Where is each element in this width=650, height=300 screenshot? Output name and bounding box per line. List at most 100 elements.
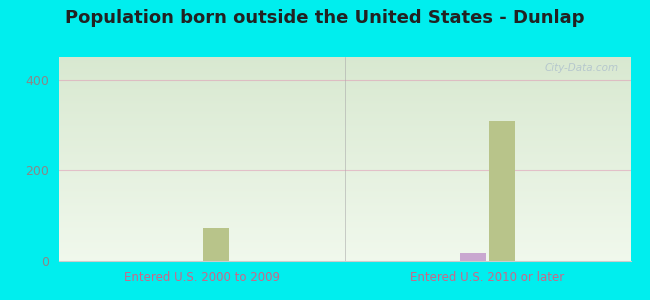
Bar [58, 155, 630, 156]
Bar [58, 215, 630, 216]
Bar [58, 160, 630, 161]
Bar [58, 134, 630, 136]
Bar [58, 195, 630, 196]
Bar [58, 150, 630, 151]
Bar [58, 61, 630, 62]
Bar [58, 138, 630, 139]
Bar [58, 100, 630, 101]
Bar [58, 107, 630, 108]
Bar [58, 205, 630, 206]
Bar [58, 94, 630, 95]
Bar [58, 153, 630, 154]
Bar [58, 110, 630, 111]
Bar [58, 87, 630, 88]
Bar [58, 93, 630, 94]
Bar [58, 163, 630, 164]
Bar [58, 98, 630, 99]
Bar [58, 85, 630, 86]
Bar [58, 165, 630, 166]
Bar [58, 207, 630, 208]
Bar [58, 104, 630, 105]
Bar [203, 228, 229, 261]
Text: Population born outside the United States - Dunlap: Population born outside the United State… [65, 9, 585, 27]
Bar [58, 120, 630, 121]
Bar [58, 148, 630, 149]
Bar [58, 112, 630, 113]
Bar [58, 76, 630, 77]
Bar [58, 105, 630, 106]
Bar [58, 80, 630, 82]
Bar [58, 85, 630, 87]
Bar [58, 248, 630, 249]
Bar [58, 77, 630, 78]
Bar [58, 64, 630, 65]
Bar [58, 62, 630, 63]
Bar [58, 177, 630, 178]
Bar [58, 231, 630, 232]
Bar [58, 59, 630, 60]
Bar [58, 166, 630, 167]
Bar [58, 131, 630, 133]
Bar [58, 251, 630, 252]
Bar [58, 178, 630, 179]
Bar [58, 139, 630, 140]
Bar [58, 75, 630, 76]
Bar [58, 130, 630, 131]
Bar [58, 194, 630, 195]
Bar [58, 129, 630, 130]
Bar [58, 96, 630, 97]
Bar [58, 257, 630, 258]
Bar [58, 161, 630, 162]
Bar [58, 227, 630, 228]
Bar [58, 82, 630, 83]
Bar [58, 57, 630, 58]
Bar [58, 184, 630, 185]
Bar [58, 192, 630, 193]
Bar [58, 141, 630, 142]
Bar [58, 125, 630, 126]
Bar [58, 73, 630, 74]
Bar [58, 189, 630, 190]
Bar [58, 106, 630, 107]
Bar [58, 72, 630, 73]
Bar [58, 92, 630, 93]
Bar [58, 58, 630, 59]
Bar [58, 175, 630, 176]
Bar [58, 216, 630, 217]
Bar [58, 213, 630, 214]
Bar [58, 164, 630, 165]
Bar [58, 233, 630, 235]
Bar [58, 113, 630, 114]
Bar [58, 82, 630, 83]
Bar [58, 243, 630, 244]
Bar [58, 97, 630, 98]
Bar [58, 226, 630, 227]
Bar [58, 228, 630, 230]
Bar [58, 188, 630, 189]
Bar [58, 99, 630, 100]
Bar [58, 158, 630, 159]
Bar [58, 208, 630, 209]
Bar [58, 154, 630, 155]
Bar [58, 70, 630, 71]
Bar [58, 142, 630, 143]
Bar [58, 249, 630, 250]
Bar [58, 193, 630, 194]
Bar [58, 168, 630, 169]
Bar [58, 83, 630, 85]
Bar [58, 179, 630, 180]
Bar [58, 260, 630, 261]
Bar [58, 169, 630, 170]
Bar [58, 162, 630, 163]
Bar [58, 210, 630, 211]
Bar [58, 185, 630, 187]
Bar [58, 200, 630, 201]
Bar [58, 109, 630, 110]
Bar [58, 102, 630, 103]
Bar [58, 140, 630, 141]
Bar [58, 238, 630, 240]
Bar [58, 145, 630, 146]
Bar [58, 128, 630, 129]
Bar [58, 206, 630, 207]
Bar [58, 108, 630, 109]
